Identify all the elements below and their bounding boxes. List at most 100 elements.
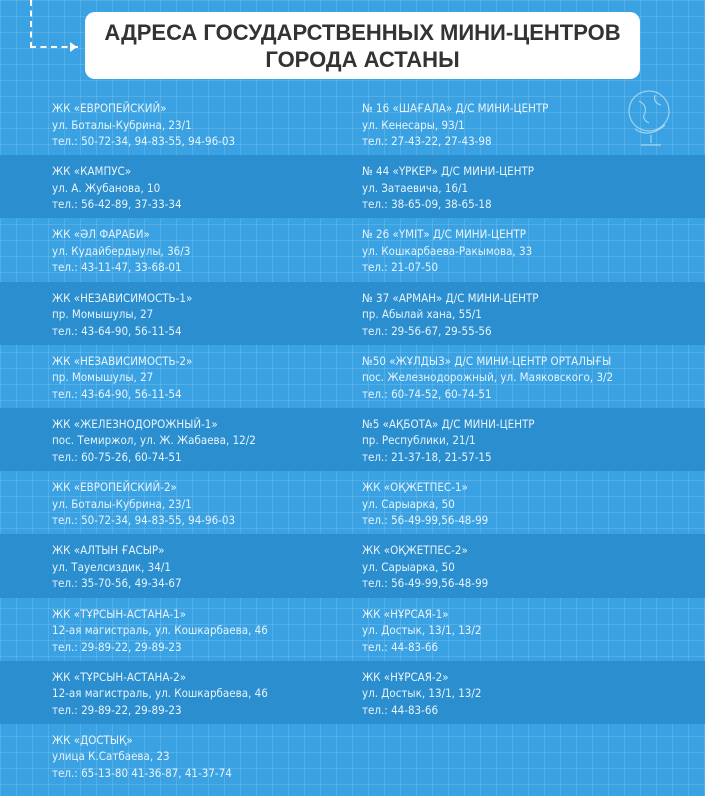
entry-address: ул. Боталы-Кубрина, 23/1 [52,496,192,511]
address-row: ЖК «ТҰРСЫН-АСТАНА-1» 12-ая магистраль, ул… [0,598,705,661]
address-entry-right: №5 «АҚБОТА» Д/С МИНИ-ЦЕНТР пр. Республики… [362,416,535,466]
entry-name: № 44 «ҮРКЕР» Д/С МИНИ-ЦЕНТР [362,164,535,179]
entry-phone: тел.: 44-83-66 [362,702,439,717]
address-entry-right: ЖК «НҰРСАЯ-1» ул. Достык, 13/1, 13/2 тел.:… [362,606,481,656]
entry-phone: тел.: 21-07-50 [362,260,439,275]
entry-phone: тел.: 65-13-80 41-36-87, 41-37-74 [52,765,232,780]
address-row: ЖК «ТҰРСЫН-АСТАНА-2» 12-ая магистраль, ул… [0,660,705,724]
entry-address: ул. Сарыарка, 50 [362,559,455,574]
globe-icon [628,90,670,146]
entry-phone: тел.: 50-72-34, 94-83-55, 94-96-03 [52,134,236,148]
entry-phone: тел.: 43-64-90, 56-11-54 [52,386,182,401]
entry-address: ул. Сарыарка, 50 [362,496,455,511]
address-entry-left: ЖК «НЕЗАВИСИМОСТЬ-2» пр. Момышулы, 27 тел.… [52,353,192,403]
entry-phone: тел.: 60-74-52, 60-74-51 [362,386,492,401]
entry-name: № 16 «ШАҒАЛА» Д/С МИНИ-ЦЕНТР [362,101,549,115]
entry-address: ул. А. Жубанова, 10 [52,180,161,195]
entry-address: улица К.Сатбаева, 23 [52,749,170,764]
entry-phone: тел.: 44-83-66 [362,639,439,654]
entry-address: ул. Кошкарбаева-Ракымова, 33 [362,243,533,258]
entry-phone: тел.: 43-64-90, 56-11-54 [52,323,182,338]
entry-name: № 37 «АРМАН» Д/С МИНИ-ЦЕНТР [362,290,539,305]
entry-name: №5 «АҚБОТА» Д/С МИНИ-ЦЕНТР [362,416,535,431]
entry-name: ЖК «ӘЛ ФАРАБИ» [52,227,150,242]
entry-name: ЖК «ТҰРСЫН-АСТАНА-2» [52,669,187,684]
entry-address: 12-ая магистраль, ул. Кошкарбаева, 46 [52,686,268,701]
address-row: ЖК «НЕЗАВИСИМОСТЬ-1» пр. Момышулы, 27 тел.… [0,281,705,345]
entry-phone: тел.: 56-49-99,56-48-99 [362,513,489,528]
entry-name: ЖК «ДОСТЫҚ» [52,732,133,747]
address-entry-left: ЖК «ЖЕЛЕЗНОДОРОЖНЫЙ-1» пос. Темиржол, ул.… [52,416,256,466]
address-row: ЖК «КАМПУС» ул. А. Жубанова, 10 тел.: 56-4… [0,155,705,219]
address-entry-left: ЖК «ДОСТЫҚ» улица К.Сатбаева, 23 тел.: 65-… [52,732,232,782]
entry-address: пр. Момышулы, 27 [52,370,154,385]
address-row: ЖК «ДОСТЫҚ» улица К.Сатбаева, 23 тел.: 65-… [0,724,705,787]
address-row: ЖК «НЕЗАВИСИМОСТЬ-2» пр. Момышулы, 27 тел.… [0,345,705,408]
entry-name: ЖК «ЖЕЛЕЗНОДОРОЖНЫЙ-1» [52,416,218,431]
address-entry-right: ЖК «НҰРСАЯ-2» ул. Достык, 13/1, 13/2 тел.:… [362,669,481,719]
entry-address: ул. Тауелсиздик, 34/1 [52,559,171,574]
entry-address: пр. Момышулы, 27 [52,307,154,322]
address-entry-left: ЖК «АЛТЫН ҒАСЫР» ул. Тауелсиздик, 34/1 тел… [52,542,182,592]
entry-phone: тел.: 56-42-89, 37-33-34 [52,197,182,212]
address-entry-right: № 26 «ҮМІТ» Д/С МИНИ-ЦЕНТР ул. Кошкарбаев… [362,226,532,276]
entry-phone: тел.: 29-89-22, 29-89-23 [52,639,182,654]
entry-address: ул. Боталы-Кубрина, 23/1 [52,117,192,132]
entry-phone: тел.: 38-65-09, 38-65-18 [362,197,492,212]
entry-name: ЖК «КАМПУС» [52,164,132,179]
entry-name: ЖК «ОҚЖЕТПЕС-1» [362,480,468,495]
entry-address: ул. Кенесары, 93/1 [362,117,465,132]
entry-address: 12-ая магистраль, ул. Кошкарбаева, 46 [52,623,268,637]
address-entry-left: ЖК «ЕВРОПЕЙСКИЙ» ул. Боталы-Кубрина, 23/1… [52,100,235,150]
entry-phone: тел.: 43-11-47, 33-68-01 [52,260,182,275]
entry-name: ЖК «ОҚЖЕТПЕС-2» [362,543,468,558]
dashed-arrow-icon [30,0,78,52]
entry-name: №50 «ЖҰЛДЫЗ» Д/С МИНИ-ЦЕНТР ОРТАЛЫҒЫ [362,353,612,368]
address-entry-right: №50 «ЖҰЛДЫЗ» Д/С МИНИ-ЦЕНТР ОРТАЛЫҒЫ пос.… [362,353,613,403]
address-entry-right: ЖК «ОҚЖЕТПЕС-2» ул. Сарыарка, 50 тел.: 56-… [362,542,488,592]
entry-name: ЖК «ЕВРОПЕЙСКИЙ-2» [52,480,177,495]
entry-name: ЖК «ЕВРОПЕЙСКИЙ» [52,101,167,115]
address-entry-right: № 37 «АРМАН» Д/С МИНИ-ЦЕНТР пр. Абылай ха… [362,290,538,340]
entry-phone: тел.: 35-70-56, 49-34-67 [52,576,182,591]
entry-address: пос. Железнодорожный, ул. Маяковского, 3… [362,370,614,385]
entry-phone: тел.: 27-43-22, 27-43-98 [362,134,492,148]
entry-name: № 26 «ҮМІТ» Д/С МИНИ-ЦЕНТР [362,227,526,242]
address-entry-right: ЖК «ОҚЖЕТПЕС-1» ул. Сарыарка, 50 тел.: 56-… [362,479,488,529]
entry-name: ЖК «НҰРСАЯ-1» [362,606,449,621]
address-entry-left: ЖК «КАМПУС» ул. А. Жубанова, 10 тел.: 56-4… [52,163,182,213]
entry-address: ул. Кудайбердыулы, 36/3 [52,243,191,258]
entry-phone: тел.: 29-89-22, 29-89-23 [52,702,182,717]
entry-phone: тел.: 60-75-26, 60-74-51 [52,449,182,464]
title-line-1: АДРЕСА ГОСУДАРСТВЕННЫХ МИНИ-ЦЕНТРОВ [104,20,621,45]
entry-name: ЖК «НҰРСАЯ-2» [362,669,449,684]
entry-address: пр. Республики, 21/1 [362,433,476,448]
title-line-2: ГОРОДА АСТАНЫ [265,47,460,72]
entry-phone: тел.: 21-37-18, 21-57-15 [362,449,492,464]
entry-name: ЖК «НЕЗАВИСИМОСТЬ-2» [52,353,193,368]
address-entry-right: № 44 «ҮРКЕР» Д/С МИНИ-ЦЕНТР ул. Затаевича… [362,163,534,213]
address-row: ЖК «ЕВРОПЕЙСКИЙ-2» ул. Боталы-Кубрина, 23… [0,471,705,534]
entry-address: ул. Достык, 13/1, 13/2 [362,623,482,637]
address-entry-left: ЖК «ЕВРОПЕЙСКИЙ-2» ул. Боталы-Кубрина, 23… [52,479,235,529]
address-entry-left: ЖК «ТҰРСЫН-АСТАНА-1» 12-ая магистраль, ул… [52,606,268,656]
address-list: ЖК «ЕВРОПЕЙСКИЙ» ул. Боталы-Кубрина, 23/1… [0,92,705,787]
address-entry-left: ЖК «ӘЛ ФАРАБИ» ул. Кудайбердыулы, 36/3 тел… [52,226,190,276]
address-entry-left: ЖК «ТҰРСЫН-АСТАНА-2» 12-ая магистраль, ул… [52,669,268,719]
entry-address: пос. Темиржол, ул. Ж. Жабаева, 12/2 [52,433,256,448]
entry-phone: тел.: 50-72-34, 94-83-55, 94-96-03 [52,513,236,528]
address-entry-right: № 16 «ШАҒАЛА» Д/С МИНИ-ЦЕНТР ул. Кенесары… [362,100,548,150]
address-entry-left: ЖК «НЕЗАВИСИМОСТЬ-1» пр. Момышулы, 27 тел.… [52,290,192,340]
entry-address: ул. Затаевича, 16/1 [362,180,469,195]
entry-name: ЖК «АЛТЫН ҒАСЫР» [52,543,165,558]
address-row: ЖК «ӘЛ ФАРАБИ» ул. Кудайбердыулы, 36/3 тел… [0,218,705,281]
entry-name: ЖК «НЕЗАВИСИМОСТЬ-1» [52,290,193,305]
address-row: ЖК «АЛТЫН ҒАСЫР» ул. Тауелсиздик, 34/1 тел… [0,534,705,598]
entry-address: пр. Абылай хана, 55/1 [362,307,482,322]
entry-name: ЖК «ТҰРСЫН-АСТАНА-1» [52,606,187,621]
entry-phone: тел.: 56-49-99,56-48-99 [362,576,489,591]
page-title: АДРЕСА ГОСУДАРСТВЕННЫХ МИНИ-ЦЕНТРОВ ГОРО… [85,12,640,79]
entry-address: ул. Достык, 13/1, 13/2 [362,686,482,701]
address-row: ЖК «ЖЕЛЕЗНОДОРОЖНЫЙ-1» пос. Темиржол, ул.… [0,407,705,472]
address-row: ЖК «ЕВРОПЕЙСКИЙ» ул. Боталы-Кубрина, 23/1… [0,92,705,155]
